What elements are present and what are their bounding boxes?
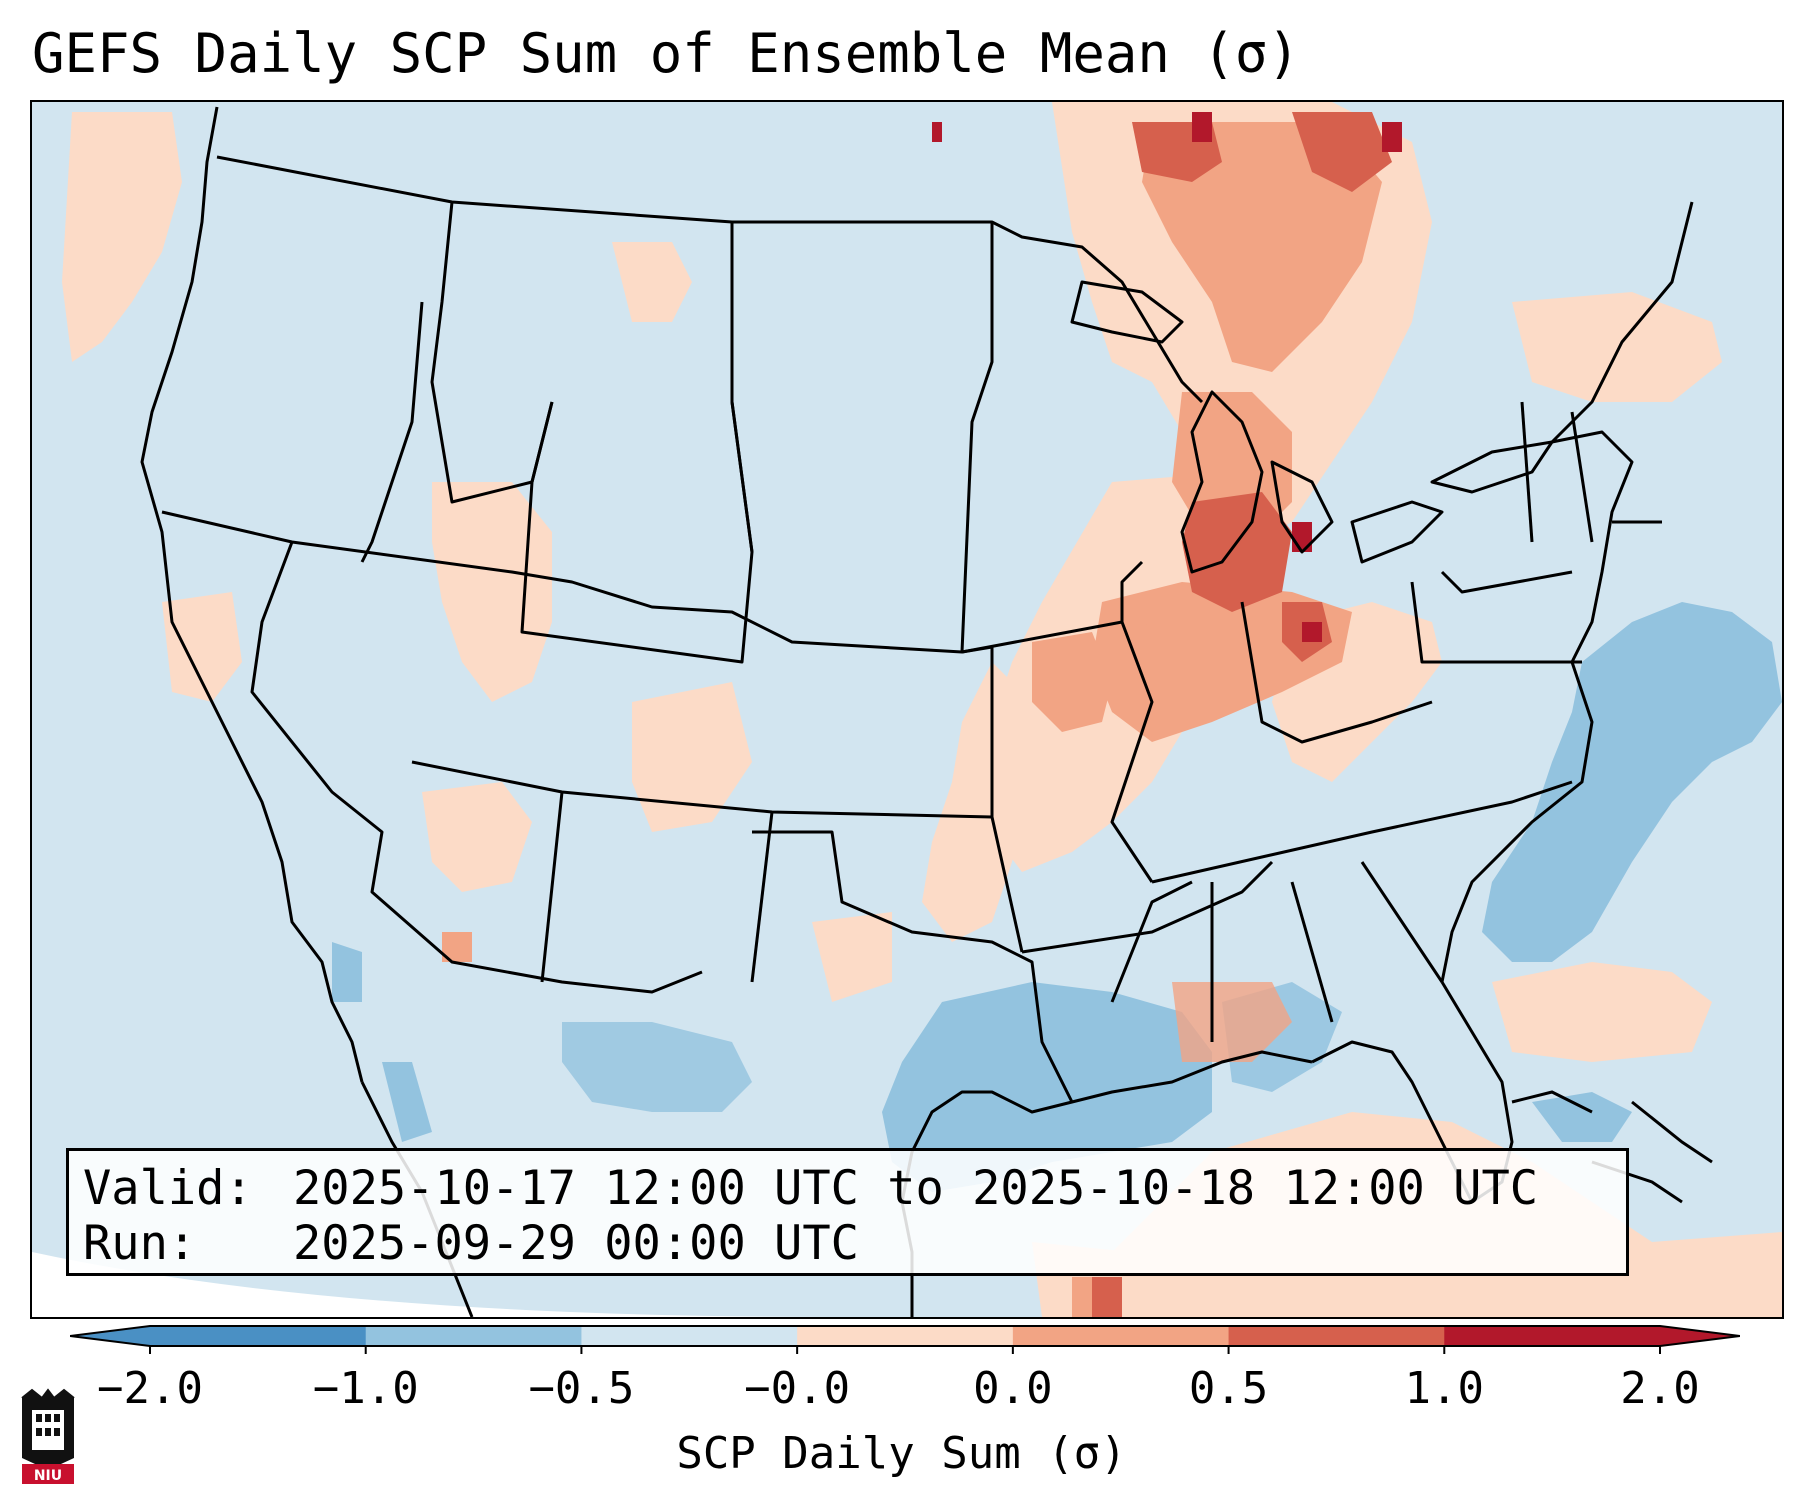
colorbar-label: SCP Daily Sum (σ) <box>676 1428 1127 1479</box>
colorbar-tick-label: 2.0 <box>1620 1363 1700 1414</box>
info-box: Valid: 2025-10-17 12:00 UTC to 2025-10-1… <box>66 1148 1629 1276</box>
colorbar-segment <box>1228 1326 1445 1346</box>
colorbar-extend-high <box>1660 1326 1740 1346</box>
negative-anomaly-field <box>332 602 1782 1192</box>
page-title: GEFS Daily SCP Sum of Ensemble Mean (σ) <box>32 22 1300 85</box>
run-value: 2025-09-29 00:00 UTC <box>293 1216 859 1271</box>
colorbar-tick-label: −0.0 <box>744 1363 851 1414</box>
colorbar-tick-label: −2.0 <box>97 1363 203 1414</box>
colorbar-tick-label: −0.5 <box>528 1363 635 1414</box>
niu-logo-icon: NIU <box>21 1388 75 1484</box>
colorbar-segment <box>365 1326 582 1346</box>
run-label: Run: <box>83 1216 197 1271</box>
colorbar-segment <box>1444 1326 1661 1346</box>
colorbar-segment <box>581 1326 798 1346</box>
colorbar-tick-label: 0.0 <box>973 1363 1053 1414</box>
colorbar-extend-low <box>70 1326 150 1346</box>
map-panel[interactable] <box>30 100 1784 1319</box>
positive-anomaly-extreme <box>932 112 1402 642</box>
valid-label: Valid: <box>83 1161 253 1216</box>
logo-text: NIU <box>34 1468 62 1484</box>
colorbar-tick-label: 1.0 <box>1404 1363 1485 1414</box>
run-line: Run: 2025-09-29 00:00 UTC <box>83 1216 1612 1271</box>
colorbar-segment <box>797 1326 1014 1346</box>
projection-edge-left <box>32 1252 832 1317</box>
valid-value: 2025-10-17 12:00 UTC to 2025-10-18 12:00… <box>293 1161 1539 1216</box>
colorbar-segment <box>1012 1326 1230 1346</box>
valid-line: Valid: 2025-10-17 12:00 UTC to 2025-10-1… <box>83 1161 1612 1216</box>
colorbar <box>70 1325 1740 1354</box>
colorbar-tick-label: 0.5 <box>1188 1363 1269 1414</box>
colorbar-tick-label: −1.0 <box>312 1363 419 1414</box>
colorbar-segment <box>150 1326 367 1346</box>
map-canvas <box>32 102 1782 1317</box>
